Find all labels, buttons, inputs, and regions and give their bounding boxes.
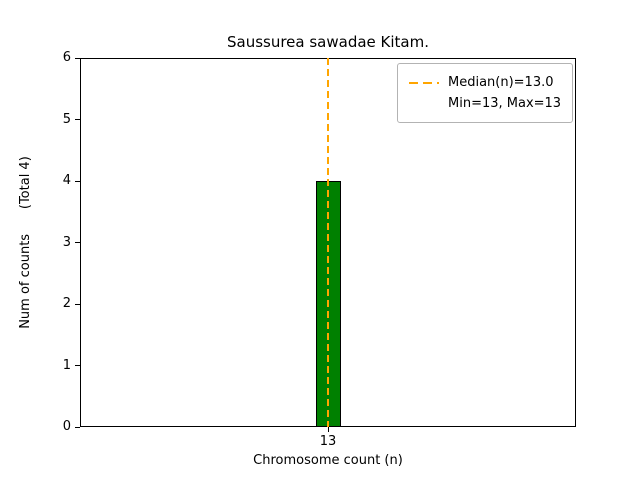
x-axis-label: Chromosome count (n) [253, 453, 403, 468]
legend-median-label: Median(n)=13.0 [448, 75, 554, 90]
y-tick-mark [75, 303, 80, 305]
y-tick-label: 1 [62, 357, 71, 373]
legend-entry-minmax: Min=13, Max=13 [409, 93, 561, 114]
x-tick-label: 13 [319, 434, 337, 449]
chart-title: Saussurea sawadae Kitam. [226, 33, 430, 51]
legend-minmax-label: Min=13, Max=13 [448, 96, 562, 111]
median-line [327, 58, 329, 427]
y-tick-mark [75, 365, 80, 366]
x-tick-mark [327, 427, 329, 432]
y-tick-mark [75, 242, 80, 243]
y-tick-mark [75, 426, 80, 428]
y-tick-label: 5 [62, 111, 71, 127]
y-tick-mark [75, 57, 80, 59]
y-tick-label: 6 [62, 50, 71, 65]
y-tick-label: 2 [62, 296, 71, 311]
median-dashed-line-icon [409, 81, 439, 84]
y-tick-label: 0 [62, 419, 71, 434]
y-tick-mark [75, 119, 80, 120]
y-axis-label: Num of counts (Total 4) [18, 156, 33, 329]
y-tick-label: 3 [62, 234, 71, 250]
legend: Median(n)=13.0 Min=13, Max=13 [397, 63, 574, 123]
y-tick-label: 4 [62, 173, 71, 188]
legend-entry-median: Median(n)=13.0 [409, 72, 561, 93]
y-tick-mark [75, 180, 80, 182]
